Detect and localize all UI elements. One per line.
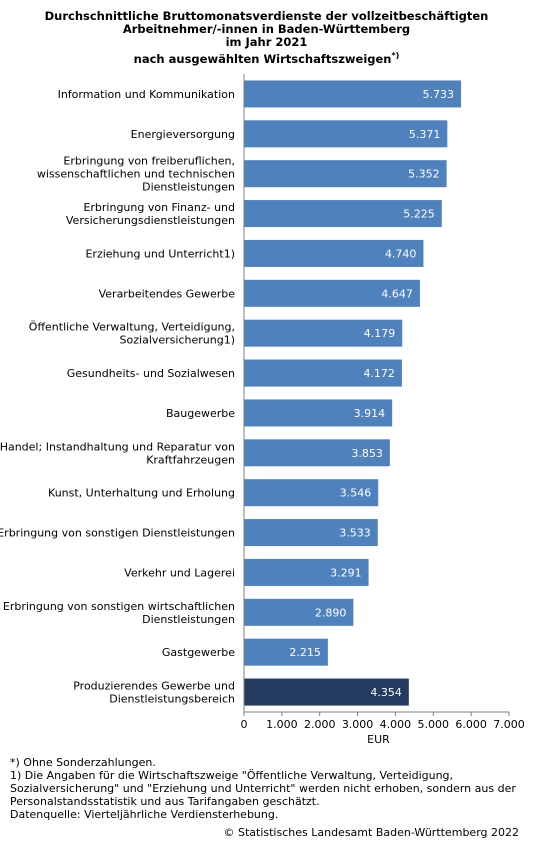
value-label: 4.354	[370, 686, 402, 699]
footnote-line: Personalstandsstatistik und aus Tarifang…	[10, 795, 320, 808]
category-label: Gesundheits- und Sozialwesen	[67, 367, 235, 380]
copyright: © Statistisches Landesamt Baden-Württemb…	[223, 826, 519, 839]
value-label: 5.352	[408, 168, 440, 181]
bar	[244, 279, 420, 307]
category-label: Baugewerbe	[166, 407, 235, 420]
bar	[244, 678, 409, 706]
category-label-line: Kunst, Unterhaltung und Erholung	[48, 487, 235, 500]
x-tick-label: 4.000	[380, 718, 412, 731]
footnotes: *) Ohne Sonderzahlungen. 1) Die Angaben …	[10, 756, 525, 821]
value-label: 3.291	[330, 566, 362, 579]
value-label: 3.546	[340, 487, 372, 500]
category-label: Gastgewerbe	[162, 646, 235, 659]
footnote-line: Sozialversicherung" und "Erziehung und U…	[10, 782, 516, 795]
value-label: 4.740	[385, 247, 417, 260]
category-label: Kunst, Unterhaltung und Erholung	[48, 487, 235, 500]
footnote-line: Datenquelle: Vierteljährliche Verdienste…	[10, 808, 279, 821]
bar	[244, 598, 354, 626]
bar	[244, 479, 379, 507]
chart-title: Durchschnittliche Bruttomonatsverdienste…	[0, 10, 533, 66]
x-tick-label: 3.000	[342, 718, 374, 731]
category-label-line: Verarbeitendes Gewerbe	[99, 287, 236, 300]
value-label: 4.172	[363, 367, 395, 380]
bar	[244, 80, 462, 108]
bar	[244, 239, 424, 267]
title-line-4-text: nach ausgewählten Wirtschaftszweigen	[133, 51, 392, 66]
category-label: Information und Kommunikation	[58, 88, 235, 101]
category-label: Erbringung von sonstigen wirtschaftliche…	[3, 600, 235, 626]
bar-chart: 5.733 Information und Kommunikation 5.371 E…	[0, 74, 525, 746]
x-tick-label: 6.000	[455, 718, 487, 731]
title-line-1: Durchschnittliche Bruttomonatsverdienste…	[44, 9, 489, 23]
bar	[244, 519, 378, 547]
category-label: Energieversorgung	[131, 128, 235, 141]
category-label-line: Dienstleistungen	[142, 613, 235, 626]
category-label: Erbringung von sonstigen Dienstleistunge…	[0, 527, 235, 540]
bar	[244, 120, 448, 148]
title-line-2: Arbeitnehmer/-innen in Baden-Württemberg	[122, 22, 411, 36]
category-label-line: Verkehr und Lagerei	[124, 566, 235, 579]
category-label: Produzierendes Gewerbe und Dienstleistung…	[73, 680, 235, 706]
title-line-4: nach ausgewählten Wirtschaftszweigen*)	[0, 49, 533, 66]
x-tick-label: 1.000	[266, 718, 298, 731]
category-label: Erbringung von freiberuflichen, wissensch…	[37, 155, 235, 194]
bar	[244, 558, 369, 586]
category-label: Öffentliche Verwaltung, Verteidigung, Soz…	[29, 321, 235, 347]
title-footnote-marker: *)	[391, 51, 400, 60]
value-label: 2.890	[315, 606, 347, 619]
footnote-line: 1) Die Angaben für die Wirtschaftszweige…	[10, 769, 454, 782]
category-label-line: Erbringung von sonstigen wirtschaftliche…	[3, 600, 235, 613]
x-tick-label: 5.000	[418, 718, 450, 731]
bar	[244, 160, 447, 188]
value-label: 4.647	[381, 287, 413, 300]
value-label: 3.853	[351, 447, 383, 460]
x-tick-label: 2.000	[304, 718, 336, 731]
value-label: 5.733	[423, 88, 455, 101]
bar	[244, 319, 403, 347]
value-label: 5.371	[409, 128, 441, 141]
category-label-line: wissenschaftlichen und technischen	[37, 168, 235, 181]
category-label-line: Erbringung von sonstigen Dienstleistunge…	[0, 527, 235, 540]
bar	[244, 359, 402, 387]
category-label: Handel; Instandhaltung und Reparatur von…	[0, 440, 235, 466]
footnote-line: *) Ohne Sonderzahlungen.	[10, 756, 156, 769]
bar	[244, 439, 390, 467]
value-label: 3.914	[354, 407, 386, 420]
category-label-line: Dienstleistungen	[142, 181, 235, 194]
value-label: 5.225	[403, 208, 435, 221]
category-label-line: Gastgewerbe	[162, 646, 235, 659]
category-label: Erbringung von Finanz- und Versicherungsd…	[66, 201, 235, 227]
category-label-line: Versicherungsdienstleistungen	[66, 214, 235, 227]
category-label-line: Dienstleistungsbereich	[109, 693, 235, 706]
category-label: Verkehr und Lagerei	[124, 566, 235, 579]
x-tick-label: 0	[241, 718, 248, 731]
value-label: 4.179	[364, 327, 396, 340]
category-label-line: Energieversorgung	[131, 128, 235, 141]
x-axis-label: EUR	[367, 733, 390, 746]
category-label-line: Information und Kommunikation	[58, 88, 235, 101]
value-label: 2.215	[289, 646, 321, 659]
value-label: 3.533	[339, 527, 371, 540]
category-label-line: Erbringung von Finanz- und	[83, 201, 235, 214]
category-label-line: Sozialversicherung1)	[120, 334, 235, 347]
category-label-line: Erziehung und Unterricht1)	[85, 247, 235, 260]
bar	[244, 399, 393, 427]
category-label-line: Handel; Instandhaltung und Reparatur von	[0, 440, 235, 453]
category-label-line: Baugewerbe	[166, 407, 235, 420]
category-label-line: Erbringung von freiberuflichen,	[63, 155, 235, 168]
category-label: Verarbeitendes Gewerbe	[99, 287, 236, 300]
bar	[244, 638, 328, 666]
bar	[244, 200, 442, 228]
category-label-line: Öffentliche Verwaltung, Verteidigung,	[29, 321, 235, 334]
category-label-line: Gesundheits- und Sozialwesen	[67, 367, 235, 380]
category-label: Erziehung und Unterricht1)	[85, 247, 235, 260]
category-label-line: Kraftfahrzeugen	[146, 453, 235, 466]
title-line-3: im Jahr 2021	[225, 35, 308, 49]
x-tick-label: 7.000	[493, 718, 525, 731]
category-label-line: Produzierendes Gewerbe und	[73, 680, 235, 693]
